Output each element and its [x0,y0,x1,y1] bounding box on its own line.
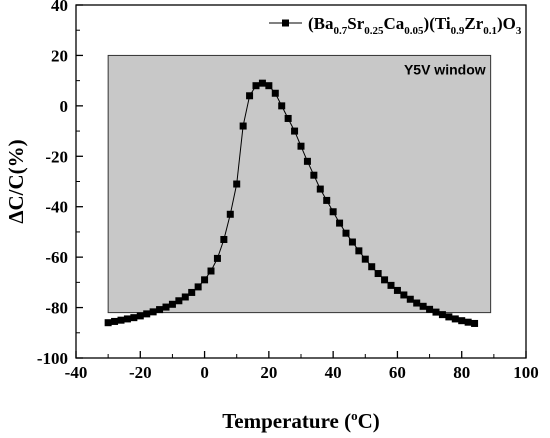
data-point [252,82,260,90]
y5v-window-label: Y5V window [404,61,486,77]
data-point [239,122,247,130]
data-point [246,92,254,100]
data-point [400,291,408,299]
data-point [342,229,350,237]
data-point [406,295,414,303]
data-point [233,180,241,188]
series-layer [104,79,479,327]
data-point [201,276,209,284]
x-tick-label: 60 [389,363,406,382]
data-point [213,254,221,262]
data-point [226,210,234,218]
data-point [316,185,324,193]
data-point [168,300,176,308]
y-axis-title: ΔC/C(%) [4,139,28,223]
data-point [265,82,273,90]
data-point [188,288,196,296]
data-point [387,281,395,289]
data-point [336,219,344,227]
data-point [130,314,138,322]
data-point [471,319,479,327]
data-point [291,127,299,135]
y5v-window-box [107,54,492,314]
y-tick-label: -60 [45,248,68,267]
data-point [111,317,119,325]
data-point [194,283,202,291]
y-tick-label: -20 [45,147,68,166]
x-tick-label: -40 [65,363,88,382]
y-tick-label: 0 [60,97,69,116]
x-tick-label: 40 [325,363,342,382]
data-point [464,318,472,326]
data-point [368,263,376,271]
y-tick-label: 20 [51,46,68,65]
y-tick-label: -80 [45,299,68,318]
x-tick-label: 100 [513,363,539,382]
x-axis-title: Temperature (oC) [222,408,380,433]
data-point [381,276,389,284]
data-point [458,317,466,325]
legend-marker [282,19,289,27]
x-tick-label: 0 [200,363,209,382]
y5v-window-layer: Y5V window [107,54,492,314]
x-tick-label: -20 [129,363,152,382]
data-point [258,79,266,87]
data-point [207,267,215,275]
data-point [445,313,453,321]
data-point [348,238,356,246]
data-point [220,235,228,243]
data-point [361,255,369,263]
y-tick-label: -100 [37,349,68,368]
data-point [284,114,292,122]
data-point [303,157,311,165]
y-tick-label: -40 [45,198,68,217]
data-point [271,89,279,97]
data-point [393,286,401,294]
legend: (Ba0.7Sr0.25Ca0.05)(Ti0.9Zr0.1)O3 [269,14,522,37]
data-point [117,316,125,324]
data-point [323,196,331,204]
data-point [426,305,434,313]
data-point [181,293,189,301]
data-point [432,308,440,316]
data-point [329,208,337,216]
data-point [156,306,164,314]
data-point [123,315,131,323]
data-point [175,297,183,305]
data-point [136,312,144,320]
data-point [143,310,151,318]
y-tick-label: 40 [51,0,68,15]
data-point [297,142,305,150]
x-tick-label: 80 [453,363,470,382]
data-point [104,319,112,327]
data-point [451,315,459,323]
legend-label: (Ba0.7Sr0.25Ca0.05)(Ti0.9Zr0.1)O3 [308,14,522,37]
x-tick-label: 20 [260,363,277,382]
data-point [413,299,421,307]
data-point [162,303,170,311]
data-point [419,302,427,310]
data-point [278,102,286,110]
data-point [355,247,363,255]
data-point [310,171,318,179]
axes-layer: -40 -20 0 20 40 60 80 100 -100 -80 -60 -40 -20 0 20 40 T… [4,0,539,433]
data-point [438,311,446,319]
data-point [149,308,157,316]
data-point [374,270,382,278]
